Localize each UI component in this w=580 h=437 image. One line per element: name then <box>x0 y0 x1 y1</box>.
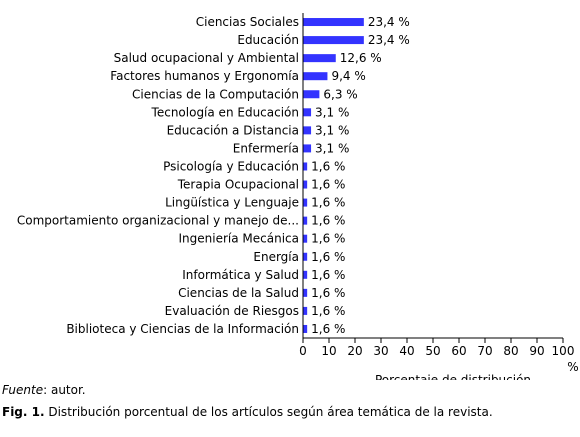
x-unit-label: % <box>567 360 578 374</box>
x-tick-label: 80 <box>503 344 518 358</box>
category-label: Terapia Ocupacional <box>177 178 299 192</box>
value-label: 1,6 % <box>311 268 345 282</box>
value-label: 3,1 % <box>315 105 349 119</box>
source-note: Fuente: autor. <box>2 383 86 397</box>
x-tick-label: 0 <box>299 344 307 358</box>
bar <box>303 108 312 117</box>
bar <box>303 306 308 315</box>
category-label: Informática y Salud <box>182 268 299 282</box>
value-label: 1,6 % <box>311 159 345 173</box>
bar <box>303 216 308 225</box>
bar <box>303 54 336 63</box>
category-label: Ciencias de la Computación <box>132 87 299 101</box>
value-label: 1,6 % <box>311 286 345 300</box>
figure-caption: Fig. 1. Distribución porcentual de los a… <box>2 405 493 419</box>
category-label: Salud ocupacional y Ambiental <box>114 51 299 65</box>
bar-chart: Ciencias Sociales 23,4 % Educación 23,4 % Sa… <box>17 13 579 380</box>
category-label: Enfermería <box>233 141 299 155</box>
category-label: Tecnología en Educación <box>151 105 299 119</box>
x-tick-label: 60 <box>451 344 466 358</box>
category-label: Factores humanos y Ergonomía <box>110 69 299 83</box>
source-text: : autor. <box>43 383 86 397</box>
category-label: Comportamiento organizacional y manejo d… <box>17 214 299 228</box>
value-label: 12,6 % <box>340 51 382 65</box>
category-label: Educación a Distancia <box>167 123 299 137</box>
category-label: Educación <box>237 33 299 47</box>
value-label: 1,6 % <box>311 322 345 336</box>
category-label: Evaluación de Riesgos <box>165 304 299 318</box>
value-label: 1,6 % <box>311 196 345 210</box>
bar <box>303 288 308 297</box>
value-label: 1,6 % <box>311 232 345 246</box>
x-tick-label: 50 <box>425 344 440 358</box>
bar <box>303 126 312 135</box>
category-label: Biblioteca y Ciencias de la Información <box>66 322 299 336</box>
bar <box>303 324 308 333</box>
x-tick-label: 40 <box>399 344 414 358</box>
x-tick-label: 90 <box>529 344 544 358</box>
x-tick-label: 20 <box>347 344 362 358</box>
bar <box>303 18 364 27</box>
bar <box>303 72 328 81</box>
bar <box>303 270 308 279</box>
value-label: 3,1 % <box>315 123 349 137</box>
value-label: 1,6 % <box>311 250 345 264</box>
category-label: Ciencias Sociales <box>196 15 299 29</box>
bar <box>303 90 320 99</box>
value-label: 3,1 % <box>315 141 349 155</box>
bar <box>303 234 308 243</box>
value-label: 1,6 % <box>311 304 345 318</box>
x-tick-label: 100 <box>552 344 575 358</box>
bar <box>303 180 308 189</box>
bar <box>303 198 308 207</box>
value-label: 6,3 % <box>323 87 357 101</box>
value-label: 9,4 % <box>331 69 365 83</box>
category-label: Psicología y Educación <box>163 159 299 173</box>
x-tick-label: 30 <box>373 344 388 358</box>
x-tick-label: 10 <box>321 344 336 358</box>
bar <box>303 144 312 153</box>
value-label: 1,6 % <box>311 214 345 228</box>
category-label: Ciencias de la Salud <box>178 286 299 300</box>
category-label: Energía <box>253 250 299 264</box>
x-axis-title: Porcentaje de distribución <box>375 373 531 380</box>
category-label: Ingeniería Mecánica <box>179 232 299 246</box>
category-label: Lingüística y Lenguaje <box>165 196 299 210</box>
caption-label: Fig. 1. <box>2 405 45 419</box>
caption-text: Distribución porcentual de los artículos… <box>44 405 493 419</box>
bar <box>303 36 364 45</box>
bar <box>303 252 308 261</box>
x-tick-label: 70 <box>477 344 492 358</box>
value-label: 23,4 % <box>368 15 410 29</box>
source-label: Fuente <box>2 383 44 397</box>
value-label: 23,4 % <box>368 33 410 47</box>
bar <box>303 162 308 171</box>
value-label: 1,6 % <box>311 178 345 192</box>
